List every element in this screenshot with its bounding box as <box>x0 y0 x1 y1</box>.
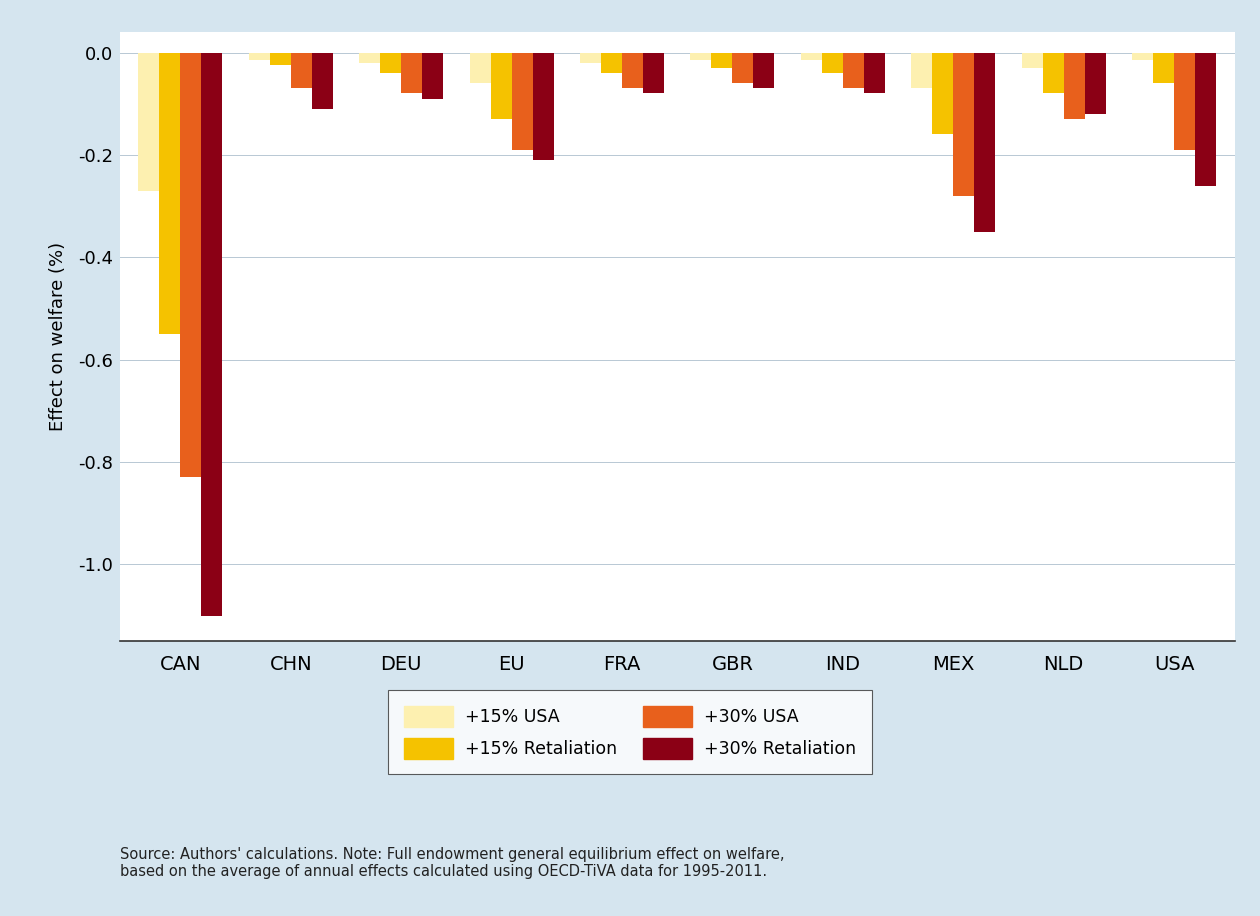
Bar <box>1063 52 1085 119</box>
Bar <box>864 52 885 93</box>
Bar <box>490 52 512 119</box>
Y-axis label: Effect on welfare (%): Effect on welfare (%) <box>49 242 67 431</box>
Bar <box>1043 52 1063 93</box>
Bar <box>622 52 643 88</box>
Bar <box>580 52 601 63</box>
Bar <box>470 52 490 83</box>
Bar <box>601 52 622 73</box>
Text: Source: Authors' calculations. Note: Full endowment general equilibrium effect o: Source: Authors' calculations. Note: Ful… <box>120 847 784 879</box>
Bar <box>932 52 954 135</box>
Bar <box>690 52 712 60</box>
Bar <box>180 52 202 477</box>
Bar <box>512 52 533 150</box>
Bar <box>311 52 333 109</box>
Bar <box>249 52 270 60</box>
Bar <box>1194 52 1216 186</box>
Bar <box>753 52 775 88</box>
Bar <box>801 52 822 60</box>
Bar <box>401 52 422 93</box>
Bar <box>270 52 291 65</box>
Bar <box>712 52 732 68</box>
Bar <box>1022 52 1043 68</box>
Bar <box>974 52 995 232</box>
Bar <box>954 52 974 196</box>
Bar <box>139 52 160 191</box>
Bar <box>732 52 753 83</box>
Bar <box>381 52 401 73</box>
Bar <box>843 52 864 88</box>
Bar <box>202 52 222 616</box>
Bar <box>422 52 444 99</box>
Bar <box>643 52 664 93</box>
Bar <box>1174 52 1194 150</box>
Bar <box>359 52 381 63</box>
Bar <box>533 52 553 160</box>
Bar <box>160 52 180 334</box>
Bar <box>291 52 311 88</box>
Bar <box>1153 52 1174 83</box>
Legend: +15% USA, +15% Retaliation, +30% USA, +30% Retaliation: +15% USA, +15% Retaliation, +30% USA, +3… <box>388 691 872 775</box>
Bar <box>1133 52 1153 60</box>
Bar <box>822 52 843 73</box>
Bar <box>911 52 932 88</box>
Bar <box>1085 52 1105 114</box>
